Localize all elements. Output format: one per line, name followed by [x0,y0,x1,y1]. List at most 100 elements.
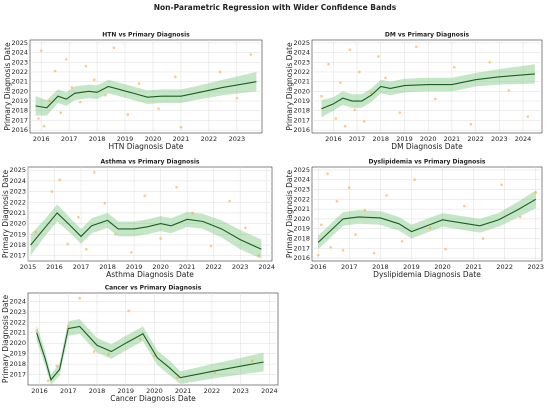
x-tick-label: 2019 [117,135,134,143]
data-point [66,325,70,328]
y-tick-label: 2020 [9,220,26,228]
data-point [191,211,194,215]
data-point [348,48,352,51]
y-tick-label: 2017 [293,116,310,124]
data-point [339,81,342,84]
data-point [37,117,40,120]
data-point [398,111,402,114]
x-tick-label: 2017 [61,135,78,143]
data-point [372,251,376,255]
data-point [228,199,231,203]
data-point [66,242,70,246]
x-axis-label: Dyslipidemia Diagnosis Date [373,270,481,279]
data-point [176,376,179,379]
y-tick-label: 2019 [9,230,26,238]
data-point [92,78,96,82]
x-tick-label: 2018 [89,135,106,143]
data-point [137,82,141,85]
x-tick-label: 2018 [372,135,389,143]
data-point [400,240,404,243]
subplot: 2016 2017 2018 2019 2020 2021 2022 2023 2024 2017… [1,285,279,403]
y-axis-label: Primary Diagnosis Date [285,170,294,259]
x-tick-label: 2022 [201,135,218,143]
data-point [363,208,367,212]
data-point [159,237,162,240]
plot-area [27,166,273,262]
x-axis-label: DM Diagnosis Date [391,142,463,151]
x-tick-label: 2018 [89,387,106,395]
x-tick-label: 2017 [73,263,90,271]
y-tick-label: 2017 [9,371,26,379]
data-point [59,111,63,114]
data-point [48,99,51,103]
regression-line [36,325,264,381]
x-tick-label: 2018 [372,263,389,271]
x-tick-label: 2023 [229,135,246,143]
y-tick-label: 2021 [9,209,26,217]
y-tick-label: 2020 [293,215,310,223]
subplot: 2015 2016 2017 2018 2019 2020 2021 2022 2023 2024… [1,159,275,280]
x-tick-label: 2016 [31,387,48,395]
confidence-band [36,319,264,385]
x-tick-label: 2022 [496,263,513,271]
data-point [175,185,178,189]
data-point [481,237,485,240]
data-point [79,100,82,104]
y-axis-label: Primary Diagnosis Date [1,295,10,384]
x-tick-label: 2024 [258,263,275,271]
data-point [341,248,345,252]
data-point [179,125,183,129]
data-point [335,199,339,203]
subplot-title: Dyslipidemia vs Primary Diagnosis [369,159,486,166]
data-point [235,96,239,100]
data-point [92,350,96,353]
x-tick-label: 2017 [349,135,366,143]
x-tick-label: 2024 [261,387,278,395]
y-tick-label: 2019 [9,350,26,358]
subplot: 2016 2017 2018 2019 2020 2021 2022 202320162017… [3,32,263,151]
y-tick-label: 2025 [9,166,26,174]
y-tick-label: 2016 [11,126,28,134]
y-tick-label: 2020 [11,87,28,95]
x-tick-label: 2022 [467,135,484,143]
data-point [53,69,57,73]
y-tick-label: 2019 [11,97,28,105]
x-tick-label: 2016 [46,263,63,271]
data-point [326,172,329,176]
regression-line [317,198,537,243]
y-tick-label: 2025 [11,39,28,47]
y-tick-label: 2024 [9,297,26,305]
confidence-band [321,64,535,118]
y-axis-label: Primary Diagnosis Date [3,42,12,131]
subplot-title: DM vs Primary Diagnosis [385,32,470,39]
confidence-band [35,71,257,116]
y-tick-label: 2024 [293,176,310,184]
data-point [93,171,96,174]
x-tick-label: 2023 [528,263,545,271]
plot-area [311,166,543,262]
y-tick-label: 2017 [9,252,26,260]
x-tick-label: 2018 [99,263,116,271]
data-point [143,194,146,198]
x-tick-label: 2016 [33,135,50,143]
y-tick-label: 2018 [11,107,28,115]
data-point [77,215,80,219]
y-tick-label: 2019 [293,97,310,105]
data-point [384,76,387,80]
x-tick-label: 2024 [515,135,532,143]
data-point [415,45,418,49]
data-point [157,107,160,111]
y-tick-label: 2024 [293,49,310,57]
y-tick-label: 2023 [9,188,26,196]
subplot-title: HTN vs Primary Diagnosis [102,32,190,39]
data-point [257,254,261,257]
data-point [320,223,323,227]
x-tick-label: 2022 [205,263,222,271]
y-tick-label: 2024 [9,177,26,185]
data-point [334,117,338,120]
x-tick-label: 2023 [232,387,249,395]
data-point [526,115,530,118]
x-tick-label: 2020 [146,387,163,395]
data-point [428,226,432,230]
